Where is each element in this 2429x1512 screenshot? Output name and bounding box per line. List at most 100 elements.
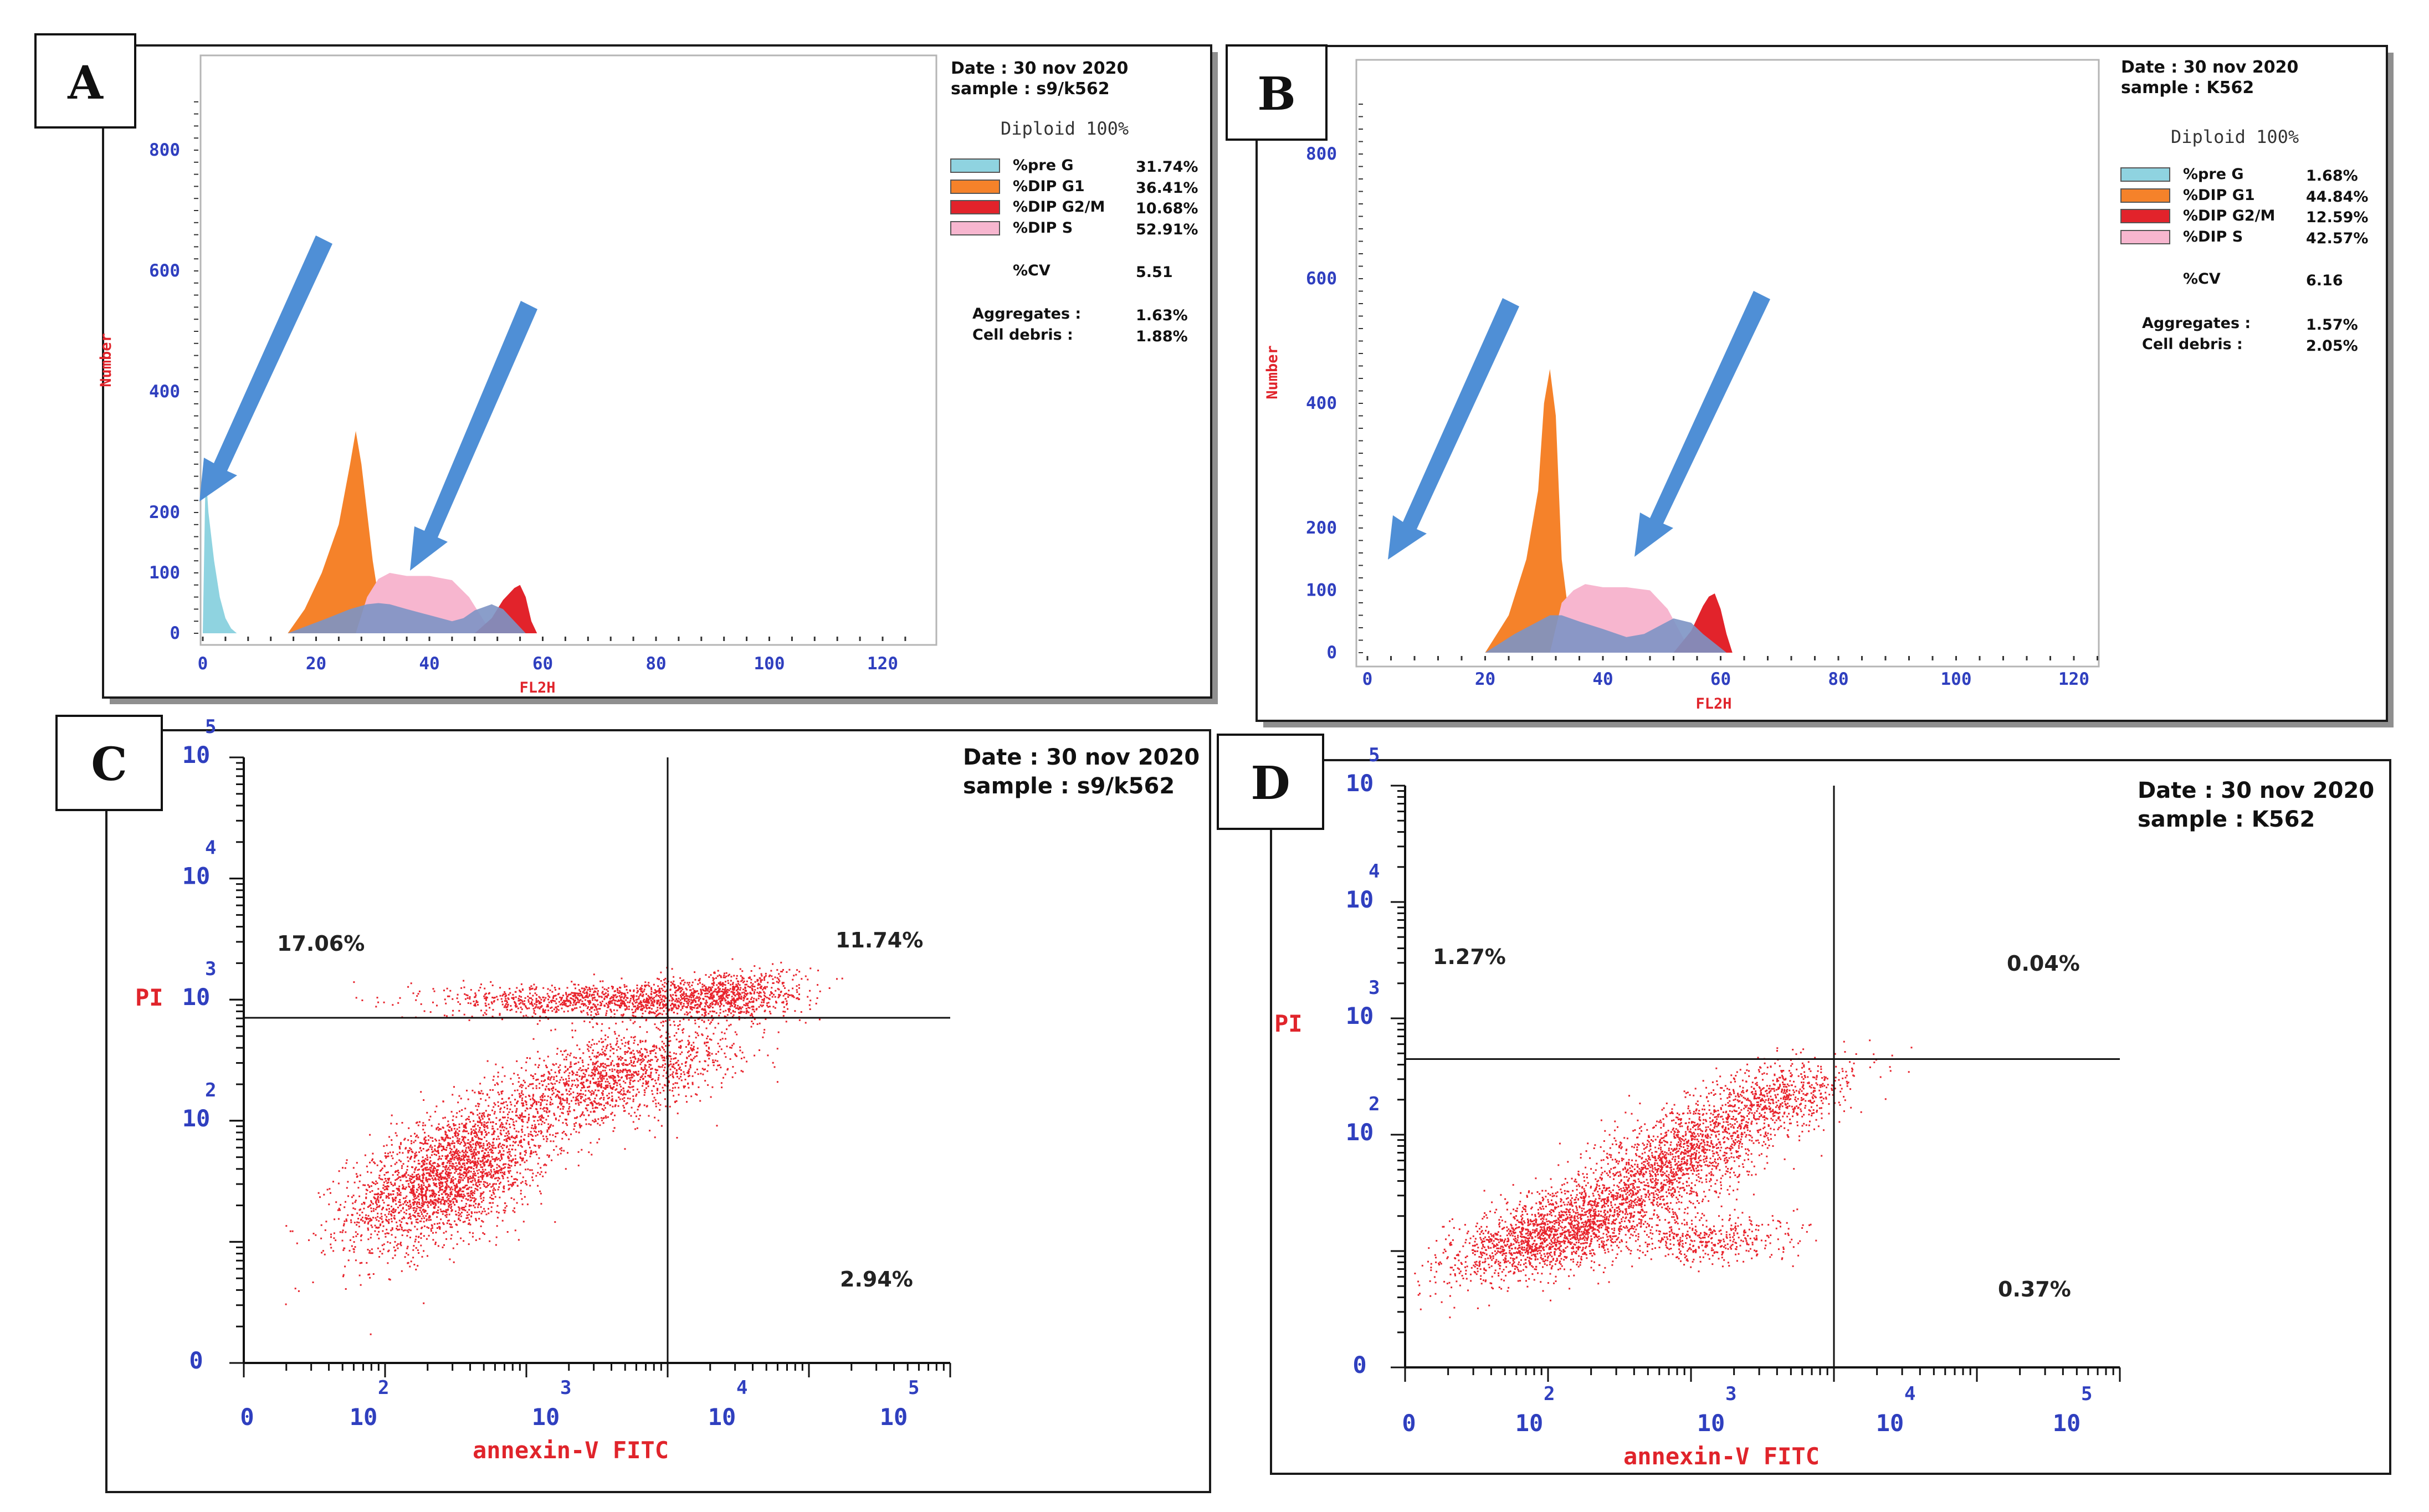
histogram-area--dip-g1 [1485, 369, 1574, 653]
panel-b-histogram: 0 100 200 400 600 800 0 20 40 60 80 100 120 [1306, 104, 2098, 689]
panel-a-date: Date : 30 nov 2020 [951, 59, 1128, 78]
panel-a-xlabel: FL2H [519, 679, 555, 696]
arrow-icon [1634, 291, 1770, 557]
legend-label: %DIP S [1013, 219, 1073, 237]
y-tick-label: 10 [182, 983, 211, 1011]
x-tick-label: 20 [1475, 669, 1495, 689]
y-tick-label: 100 [149, 563, 180, 583]
y-tick-label: 0 [1326, 643, 1337, 663]
histogram-area-overlap [1485, 615, 1727, 653]
legend-swatch [950, 158, 1000, 173]
x-tick-exponent: 4 [736, 1377, 747, 1399]
panel-c-ylabel: PI [135, 984, 163, 1011]
x-tick-label: 80 [1828, 669, 1848, 689]
panel-d-quadrant-ur: 0.04% [2007, 951, 2080, 976]
panel-b-arrows [1388, 291, 1770, 560]
legend-value: 10.68% [1136, 200, 1198, 217]
x-tick-exponent: 4 [1904, 1383, 1915, 1405]
x-tick-label: 10 [1876, 1410, 1904, 1437]
panel-a-debris-label: Cell debris : [972, 326, 1073, 344]
panel-b-cv-value: 6.16 [2306, 272, 2343, 289]
x-tick-label: 80 [645, 654, 666, 674]
panel-a-arrows [199, 235, 537, 571]
y-tick-exponent: 4 [205, 837, 216, 859]
x-tick-label: 10 [708, 1403, 736, 1431]
panel-a-aggregates-value: 1.63% [1136, 307, 1188, 324]
x-tick-label: 10 [1697, 1410, 1725, 1437]
panel-b: 0 100 200 400 600 800 0 20 40 60 80 100 120 Number F… [1226, 44, 2394, 727]
x-tick-label: 40 [419, 654, 439, 674]
x-tick-exponent: 3 [560, 1377, 571, 1399]
panel-b-ylabel: Number [1264, 345, 1281, 399]
y-tick-label: 0 [1352, 1351, 1366, 1378]
panel-a-histogram: 0 100 200 400 600 800 0 20 40 60 80 100 120 [149, 101, 906, 674]
x-tick-label: 100 [754, 654, 785, 674]
panel-b-debris-value: 2.05% [2306, 337, 2358, 355]
legend-value: 42.57% [2306, 230, 2368, 247]
panel-b-date: Date : 30 nov 2020 [2121, 58, 2298, 77]
panel-c-sample: sample : s9/k562 [963, 773, 1175, 799]
y-tick-label: 800 [149, 140, 180, 160]
panel-d-quadrant-lr: 0.37% [1998, 1277, 2071, 1301]
panel-c-date: Date : 30 nov 2020 [963, 745, 1200, 770]
x-tick-exponent: 3 [1725, 1383, 1736, 1405]
panel-a-sample: sample : s9/k562 [951, 79, 1110, 99]
y-tick-label: 0 [170, 623, 180, 643]
panel-d-label-box [1217, 734, 1324, 830]
x-tick-label: 0 [1362, 669, 1373, 689]
y-tick-exponent: 3 [1369, 977, 1380, 999]
panel-a-label: A [67, 57, 104, 110]
y-tick-label: 10 [1346, 1002, 1374, 1029]
y-tick-exponent: 4 [1369, 860, 1380, 883]
panel-a-ylabel: Number [98, 333, 115, 387]
y-tick-exponent: 5 [205, 716, 216, 738]
y-tick-exponent: 5 [1369, 744, 1380, 766]
x-tick-label: 60 [1710, 669, 1731, 689]
legend-value: 36.41% [1136, 180, 1198, 197]
panel-a-label-box [34, 33, 136, 129]
legend-value: 52.91% [1136, 221, 1198, 238]
legend-label: %pre G [2183, 166, 2244, 183]
x-tick-label: 10 [350, 1403, 378, 1431]
y-tick-exponent: 2 [1369, 1093, 1380, 1115]
panel-a-debris-value: 1.88% [1136, 328, 1188, 345]
y-tick-label: 10 [1346, 1119, 1374, 1146]
legend-swatch [2120, 209, 2170, 223]
legend-label: %DIP G1 [1013, 178, 1085, 195]
arrow-icon [199, 235, 332, 501]
panel-d-label: D [1251, 757, 1290, 810]
legend-swatch [950, 221, 1000, 235]
x-tick-label: 20 [306, 654, 326, 674]
panel-a: 0 100 200 400 600 800 0 20 40 60 80 100 120 Number F… [34, 33, 1218, 704]
panel-a-legend: %pre G 31.74% %DIP G1 36.41% %DIP G2/M 1… [950, 157, 1198, 238]
x-tick-exponent: 2 [378, 1377, 389, 1399]
panel-c-quadrant-lr: 2.94% [840, 1267, 913, 1291]
x-tick-label: 60 [532, 654, 553, 674]
legend-label: %DIP G2/M [1013, 198, 1105, 216]
y-tick-label: 10 [182, 863, 211, 890]
legend-swatch [950, 180, 1000, 194]
panel-d-date: Date : 30 nov 2020 [2138, 778, 2374, 803]
x-tick-label: 0 [198, 654, 208, 674]
panel-b-label: B [1257, 68, 1295, 121]
panel-c-label-box [55, 715, 163, 811]
x-tick-label: 10 [1515, 1410, 1544, 1437]
panel-d-xlabel: annexin-V FITC [1623, 1443, 1820, 1470]
x-tick-label: 10 [2053, 1410, 2081, 1437]
panel-a-plot-area [199, 54, 937, 646]
y-tick-label: 10 [1346, 770, 1374, 797]
y-tick-exponent: 2 [205, 1079, 216, 1101]
panel-d-frame [1270, 759, 2391, 1475]
panel-c-label: C [91, 738, 127, 791]
panel-c-xlabel: annexin-V FITC [473, 1437, 669, 1464]
panel-a-cv-value: 5.51 [1136, 264, 1173, 281]
legend-label: %DIP G2/M [2183, 207, 2275, 224]
x-tick-exponent: 5 [2081, 1383, 2092, 1405]
y-tick-label: 600 [1306, 269, 1337, 289]
y-tick-label: 10 [182, 1105, 211, 1132]
x-tick-label: 120 [2058, 669, 2089, 689]
panel-a-aggregates-label: Aggregates : [972, 305, 1081, 322]
